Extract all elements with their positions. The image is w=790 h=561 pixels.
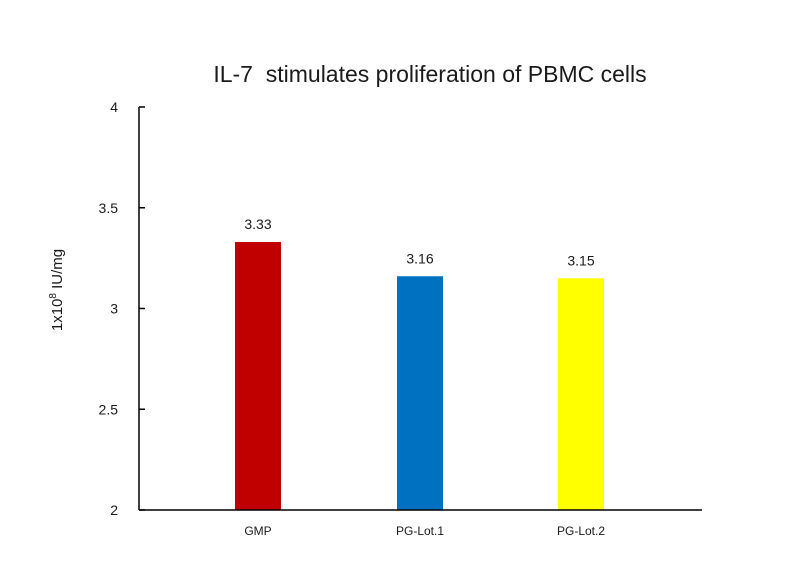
bars-layer — [235, 242, 604, 510]
data-label: 3.15 — [567, 252, 594, 268]
y-tick-label: 2 — [110, 502, 118, 518]
y-tick-label: 3.5 — [99, 200, 119, 216]
x-tick-label: GMP — [244, 524, 271, 538]
y-tick-label: 2.5 — [99, 401, 119, 417]
bar-pg-lot-2 — [558, 278, 604, 510]
data-label: 3.33 — [244, 216, 271, 232]
y-axis-label-suffix: IU/mg — [49, 249, 66, 293]
data-labels-layer: 3.33 3.16 3.15 — [244, 216, 594, 268]
bar-pg-lot-1 — [397, 276, 443, 510]
y-tick-label: 3 — [110, 301, 118, 317]
y-axis-label: 1x108 IU/mg — [48, 249, 66, 331]
x-tick-label: PG-Lot.1 — [396, 524, 444, 538]
y-axis-label-superscript: 8 — [48, 293, 59, 299]
y-axis-label-prefix: 1x10 — [49, 299, 66, 332]
chart-title: IL-7 stimulates proliferation of PBMC ce… — [213, 61, 646, 87]
data-label: 3.16 — [406, 250, 433, 266]
axes-layer: GMP PG-Lot.1 PG-Lot.2 2 2.5 3 3.5 4 — [99, 99, 702, 538]
bar-gmp — [235, 242, 281, 510]
y-tick-label: 4 — [110, 99, 118, 115]
x-tick-label: PG-Lot.2 — [557, 524, 605, 538]
